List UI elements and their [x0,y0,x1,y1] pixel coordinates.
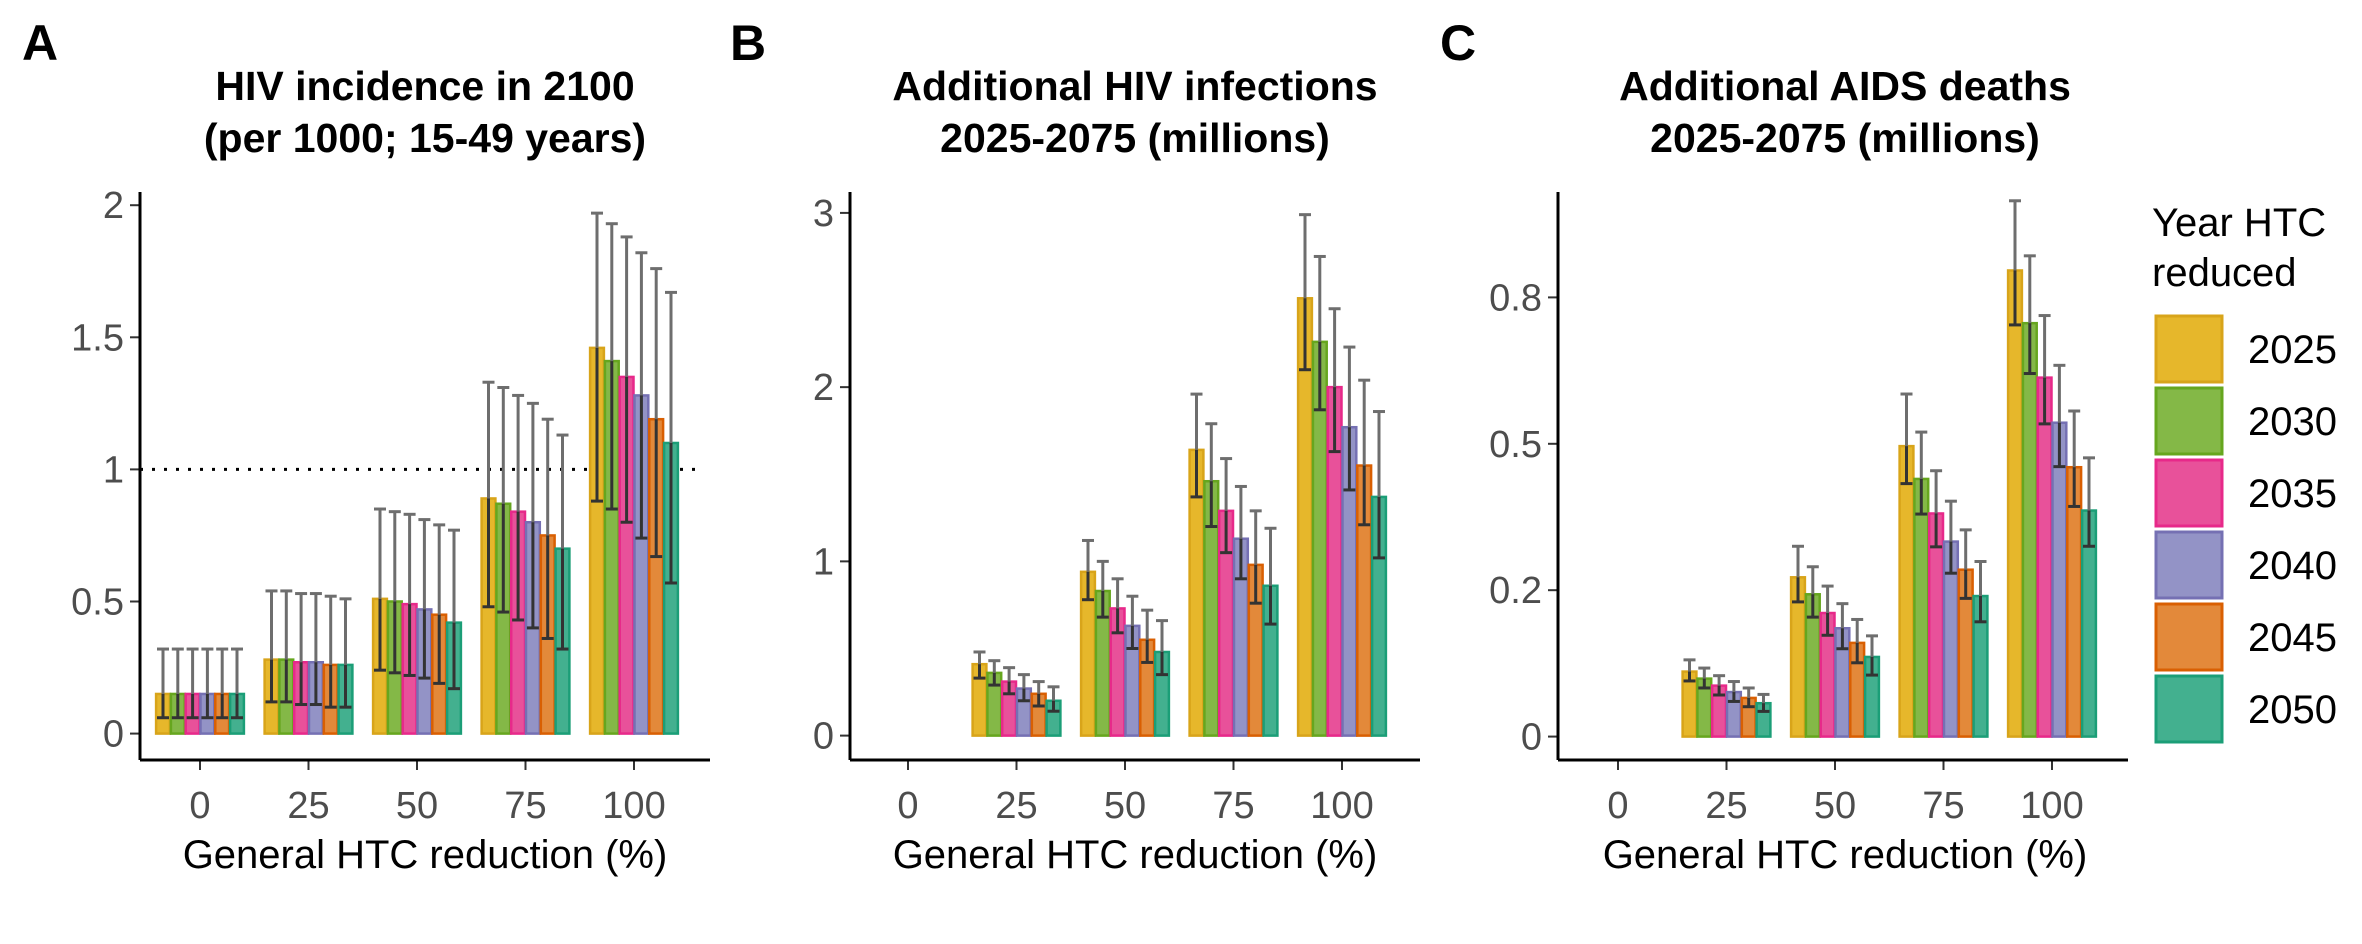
legend-label-2030: 2030 [2248,400,2337,444]
panel-c-title-line-2: 2025-2075 (millions) [1650,115,2040,161]
panel-c-x-tick-label: 50 [1814,785,1856,827]
panel-c-bar-75-2025 [1898,444,1915,738]
panel-b-y-tick-label: 3 [813,193,834,235]
legend-title-line-2: reduced [2152,251,2297,295]
panel-c: C Additional AIDS deaths 2025-2075 (mill… [1440,15,2128,877]
legend-label-2025: 2025 [2248,328,2337,372]
panel-b-x-tick-label: 0 [897,785,918,827]
panel-b-x-tick-label: 50 [1104,785,1146,827]
panel-a-y-tick-label: 0.5 [71,581,124,623]
panel-letter-a: A [22,15,58,71]
panel-c-x-tick-label: 0 [1607,785,1628,827]
panel-a-title-line-2: (per 1000; 15-49 years) [204,115,646,161]
panel-b-x-tick-label: 25 [995,785,1037,827]
panel-c-x-tick-label: 25 [1705,785,1747,827]
panel-b-y-tick-label: 2 [813,367,834,409]
panel-b-plot-area: 0 1 2 3 0 25 50 75 100 [813,193,1388,827]
panel-c-title-line-1: Additional AIDS deaths [1619,63,2071,109]
panel-a: A HIV incidence in 2100 (per 1000; 15-49… [22,15,710,877]
panel-b-y-tick-label: 0 [813,716,834,758]
legend: Year HTC reduced 2025 2030 2035 2040 2045 205… [2152,201,2337,744]
panel-c-plot-area: 0 0.2 0.5 0.8 0 25 50 75 100 [1489,199,2098,827]
legend-label-2040: 2040 [2248,544,2337,588]
panel-letter-c: C [1440,15,1476,71]
legend-swatch-2040 [2154,530,2224,600]
legend-swatch-2045 [2154,602,2224,672]
legend-label-2050: 2050 [2248,688,2337,732]
panel-b: B Additional HIV infections 2025-2075 (m… [730,15,1420,877]
panel-a-x-tick-label: 0 [189,785,210,827]
panel-a-y-tick-label: 1 [103,449,124,491]
panel-c-y-tick-label: 0.8 [1489,277,1542,319]
panel-c-x-tick-label: 100 [2020,785,2083,827]
panel-c-y-tick-label: 0.2 [1489,570,1542,612]
panel-a-y-tick-label: 0 [103,714,124,756]
legend-swatch-2030 [2154,386,2224,456]
legend-swatch-2025 [2154,314,2224,384]
legend-swatch-2050 [2154,674,2224,744]
panel-a-x-tick-label: 50 [396,785,438,827]
legend-items: 2025 2030 2035 2040 2045 2050 [2154,314,2337,744]
legend-title-line-1: Year HTC [2152,201,2326,245]
panel-b-y-tick-label: 1 [813,541,834,583]
panel-c-y-tick-label: 0.5 [1489,424,1542,466]
legend-swatch-2035 [2154,458,2224,528]
panel-b-x-axis-title: General HTC reduction (%) [893,833,1378,877]
panel-letter-b: B [730,15,766,71]
panel-c-bar-75-2030 [1913,477,1930,738]
panel-a-x-tick-label: 25 [287,785,329,827]
panel-a-y-tick-label: 2 [103,185,124,227]
legend-label-2045: 2045 [2248,616,2337,660]
panel-a-plot-area: 0 0.5 1 1.5 2 0 25 50 75 100 [71,185,700,827]
panel-c-bar-100-2035 [2036,376,2053,738]
panel-b-x-tick-label: 100 [1310,785,1373,827]
panel-c-x-axis-title: General HTC reduction (%) [1603,833,2088,877]
panel-c-y-tick-label: 0 [1521,717,1542,759]
panel-c-bar-100-2040 [2051,421,2068,738]
panel-c-bar-100-2025 [2006,269,2024,738]
panel-b-title-line-2: 2025-2075 (millions) [940,115,1330,161]
panel-a-x-tick-label: 75 [504,785,546,827]
panel-a-title-line-1: HIV incidence in 2100 [215,63,634,109]
panel-b-title-line-1: Additional HIV infections [892,63,1377,109]
panel-c-x-tick-label: 75 [1922,785,1964,827]
legend-label-2035: 2035 [2248,472,2337,516]
panel-a-x-tick-label: 100 [602,785,665,827]
panel-c-bar-100-2030 [2021,321,2038,738]
panel-b-x-tick-label: 75 [1212,785,1254,827]
panel-a-x-axis-title: General HTC reduction (%) [183,833,668,877]
panel-a-y-tick-label: 1.5 [71,317,124,359]
